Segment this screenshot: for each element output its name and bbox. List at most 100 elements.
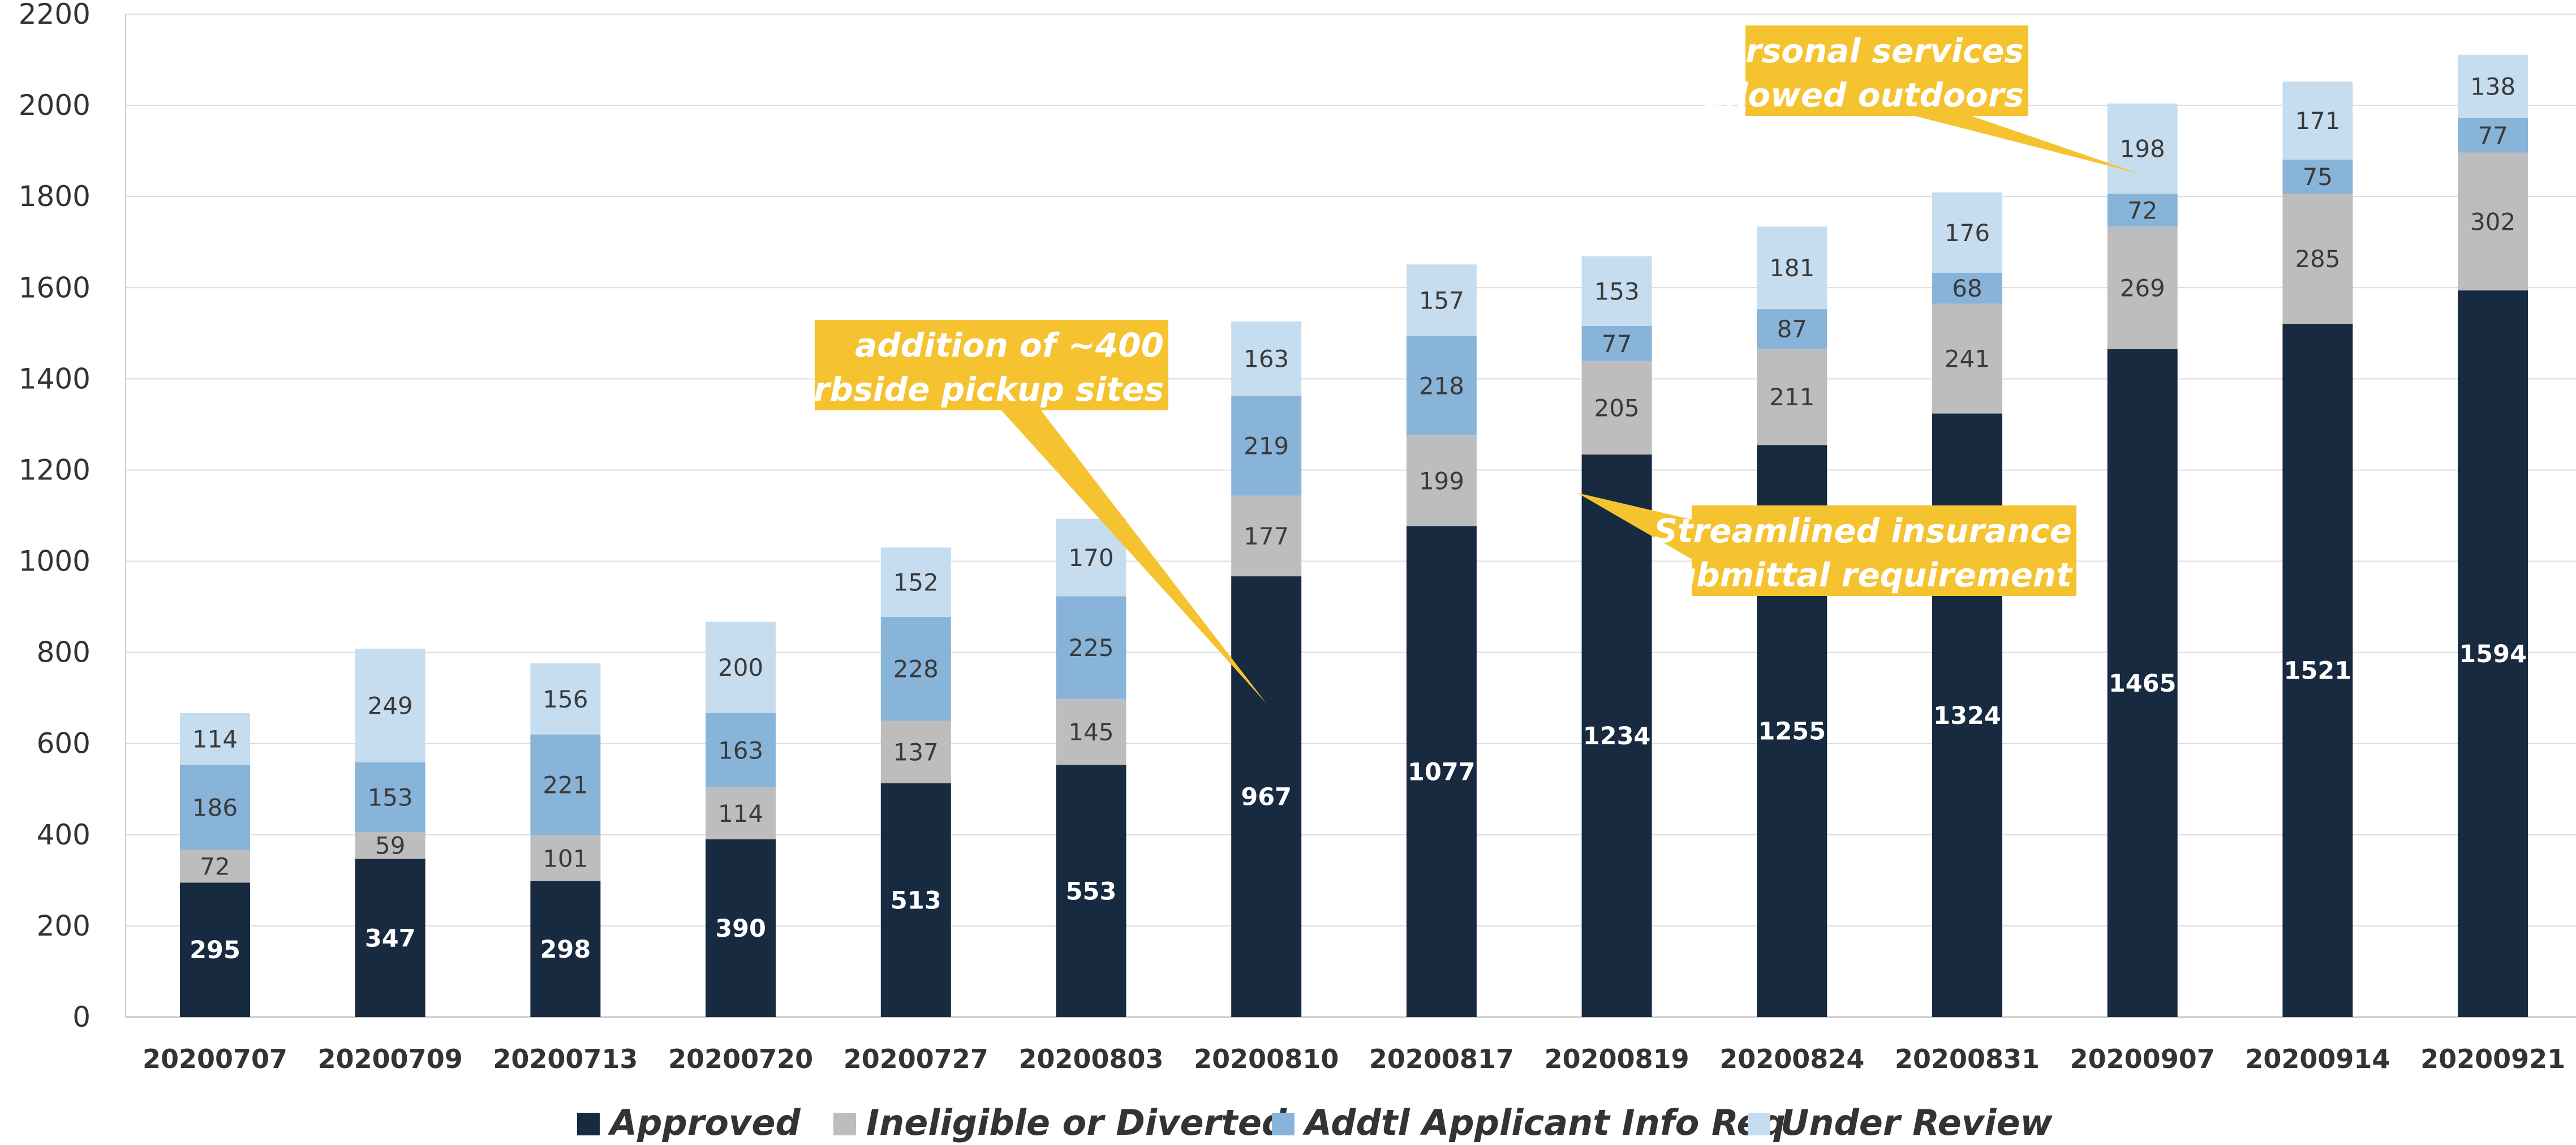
bar-segment-approved [2282, 323, 2353, 1018]
x-tick-label: 20200709 [318, 1044, 463, 1074]
legend-label: Ineligible or Diverted [866, 1102, 1287, 1143]
x-tick-label: 20200713 [493, 1044, 638, 1074]
bar-segment-approved [1231, 576, 1302, 1017]
bar-segment-under-review [1581, 256, 1652, 326]
data-label: 553 [1066, 877, 1117, 906]
bar-segment-ineligible-or-diverted [2107, 226, 2178, 350]
annotation-box [815, 320, 1168, 410]
data-label: 68 [1952, 275, 1982, 302]
data-label: 145 [1068, 718, 1113, 746]
x-tick-label: 20200810 [1194, 1044, 1339, 1074]
bar-segment-addtl-applicant-info-req [180, 765, 250, 850]
annotation-pointer [1577, 492, 1692, 559]
bar-segment-ineligible-or-diverted [1932, 303, 2002, 414]
x-tick-label: 20200720 [668, 1044, 813, 1074]
data-label: 153 [1594, 277, 1640, 305]
bar-segment-ineligible-or-diverted [2282, 194, 2353, 324]
data-label: 72 [200, 852, 230, 880]
y-tick-label: 2000 [19, 89, 91, 122]
data-label: 186 [192, 794, 238, 821]
legend: Approved Ineligible or Diverted Addtl Appl… [577, 1102, 2053, 1143]
bar-segment-approved [355, 859, 425, 1017]
y-axis-ticks: 0 200 400 600 800 1000 1200 1400 1600 1800 2000 220… [19, 0, 91, 1033]
bar-segment-ineligible-or-diverted [1757, 349, 1827, 445]
bar-segment-addtl-applicant-info-req [1932, 272, 2002, 304]
data-label: 225 [1068, 634, 1113, 662]
data-label: 205 [1594, 394, 1640, 422]
bar-segment-ineligible-or-diverted [706, 787, 776, 839]
data-label: 171 [2295, 107, 2340, 135]
bar-segment-addtl-applicant-info-req [2458, 117, 2528, 153]
bar-segment-ineligible-or-diverted [355, 831, 425, 859]
x-tick-label: 20200727 [844, 1044, 988, 1074]
data-label: 176 [1945, 219, 1990, 247]
bar-segment-addtl-applicant-info-req [1581, 325, 1652, 361]
data-label: 153 [368, 783, 413, 811]
data-label: 249 [368, 692, 413, 719]
gridlines [125, 14, 2576, 1018]
bar-segment-approved [1056, 765, 1126, 1017]
bar-segment-approved [2107, 349, 2178, 1018]
data-label: 1465 [2109, 670, 2177, 698]
x-tick-label: 20200914 [2245, 1044, 2390, 1074]
bar-segment-ineligible-or-diverted [1056, 698, 1126, 765]
x-tick-label: 20200803 [1018, 1044, 1163, 1074]
bar-segment-ineligible-or-diverted [530, 835, 601, 881]
data-label: 269 [2120, 275, 2165, 302]
bar-segment-approved [880, 783, 951, 1017]
annotation-pointer [1001, 410, 1267, 704]
bar-segment-approved [2458, 290, 2528, 1017]
bar-segment-ineligible-or-diverted [180, 850, 250, 883]
data-label: 152 [893, 569, 939, 597]
y-tick-label: 1200 [19, 453, 91, 486]
x-tick-label: 20200817 [1369, 1044, 1514, 1074]
bar-segment-addtl-applicant-info-req [706, 713, 776, 788]
x-tick-label: 20200707 [143, 1044, 287, 1074]
bar-segment-under-review [355, 649, 425, 762]
data-label: 1324 [1933, 702, 2001, 730]
bar-segment-under-review [2458, 54, 2528, 118]
x-tick-label: 20200907 [2070, 1044, 2215, 1074]
data-label: 1594 [2459, 640, 2527, 668]
x-tick-label: 20200921 [2420, 1044, 2565, 1074]
annotation-text: Streamlined insurance [1654, 512, 2072, 550]
annotation-text: curbside pickup sites [771, 370, 1164, 409]
legend-label: Under Review [1781, 1102, 2053, 1143]
y-tick-label: 1600 [19, 271, 91, 304]
data-label: 114 [192, 726, 238, 753]
bar-segment-addtl-applicant-info-req [355, 762, 425, 832]
data-label: 114 [718, 800, 763, 827]
y-tick-label: 2200 [19, 0, 91, 31]
bar-segment-under-review [880, 547, 951, 617]
bar-segment-ineligible-or-diverted [880, 721, 951, 783]
bar-segment-ineligible-or-diverted [1406, 435, 1477, 526]
bar-segment-under-review [706, 621, 776, 713]
data-label: 177 [1244, 522, 1289, 550]
legend-label: Approved [607, 1102, 801, 1143]
data-label: 513 [891, 886, 941, 915]
bar-segment-under-review [1932, 192, 2002, 273]
data-label: 241 [1945, 345, 1990, 373]
data-label: 1234 [1583, 722, 1651, 751]
data-label: 211 [1769, 383, 1814, 411]
y-tick-label: 200 [37, 910, 91, 942]
data-label: 157 [1419, 286, 1464, 314]
data-label: 199 [1419, 467, 1464, 495]
y-tick-label: 600 [37, 727, 91, 760]
data-label: 163 [718, 736, 763, 764]
data-label: 390 [715, 915, 766, 943]
legend-swatch [833, 1113, 856, 1135]
data-label: 170 [1068, 544, 1113, 572]
bar-segment-addtl-applicant-info-req [880, 616, 951, 721]
bar-segment-under-review [1406, 264, 1477, 336]
data-label: 72 [2127, 196, 2157, 224]
data-label: 156 [543, 685, 588, 713]
bar-segment-approved [706, 839, 776, 1017]
annotation-text: submittal requirement [1653, 556, 2073, 594]
y-tick-label: 800 [37, 636, 91, 669]
data-label: 163 [1244, 345, 1289, 373]
bar-segment-addtl-applicant-info-req [1056, 596, 1126, 699]
data-label: 1255 [1758, 718, 1826, 746]
data-label: 221 [543, 771, 588, 799]
